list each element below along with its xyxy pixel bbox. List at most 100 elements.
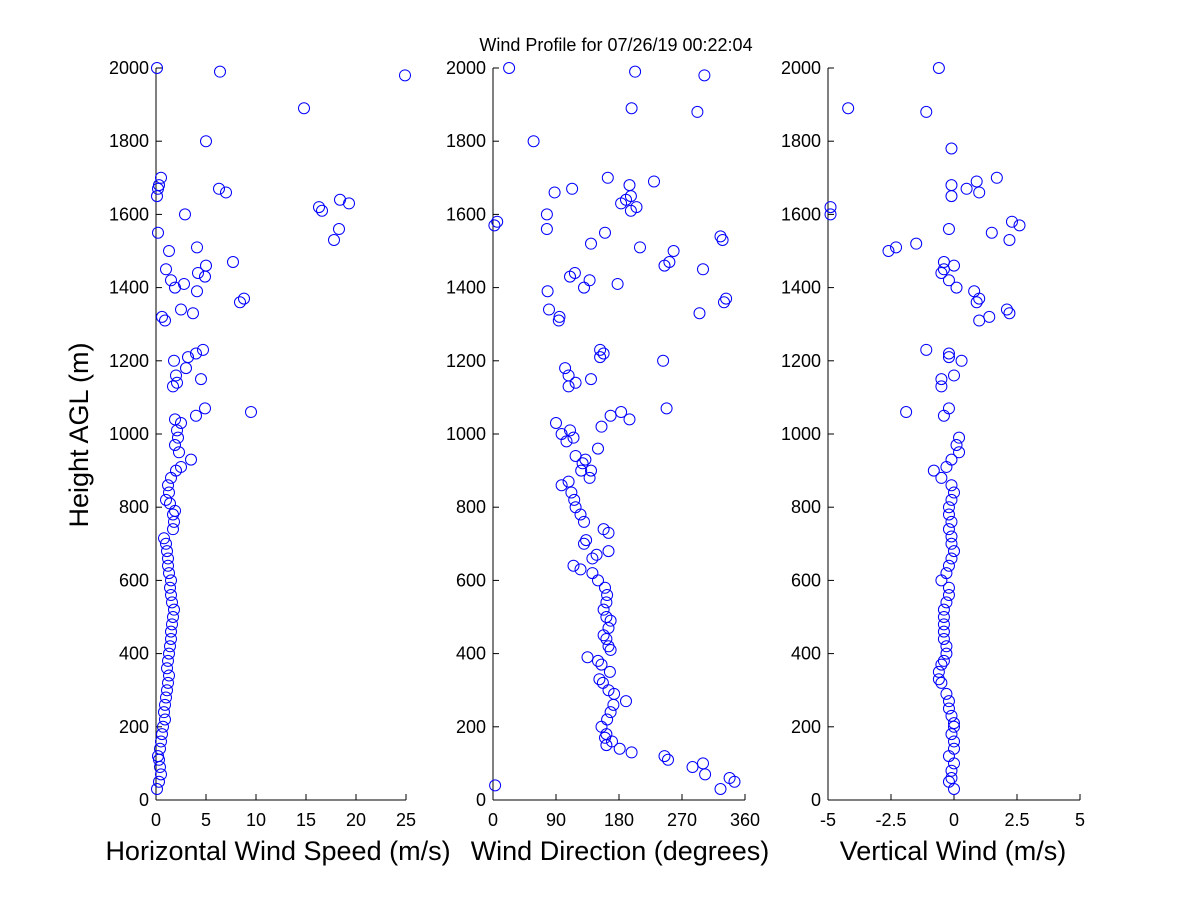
data-point — [552, 314, 565, 327]
data-point — [662, 753, 674, 766]
data-point — [541, 285, 554, 298]
y-tick-label: 2000 — [109, 58, 149, 78]
data-point — [566, 182, 579, 195]
y-tick-label: 1600 — [109, 204, 149, 224]
data-point — [540, 223, 553, 236]
y-tick-label: 200 — [456, 717, 486, 737]
data-point — [592, 574, 604, 587]
data-point — [590, 548, 603, 561]
y-tick-label: 800 — [456, 497, 486, 517]
data-point — [220, 186, 232, 199]
data-point — [940, 460, 953, 473]
data-point — [942, 223, 955, 236]
data-point — [154, 742, 166, 755]
data-point — [550, 417, 562, 430]
data-point — [585, 464, 597, 477]
data-point — [604, 409, 617, 422]
data-point — [942, 559, 955, 572]
data-point — [620, 193, 632, 206]
data-point — [714, 230, 727, 243]
data-point — [165, 471, 177, 484]
data-point — [948, 486, 960, 499]
y-tick-label: 400 — [119, 644, 149, 664]
data-point — [948, 369, 960, 382]
data-point — [151, 783, 163, 796]
data-point — [960, 182, 973, 195]
data-point — [942, 750, 955, 763]
data-point — [151, 62, 163, 74]
data-point — [615, 197, 628, 210]
data-point — [170, 369, 182, 382]
data-point — [602, 640, 615, 653]
data-point — [970, 296, 983, 309]
data-point — [553, 310, 566, 323]
data-point — [634, 241, 646, 254]
y-tick-label: 1800 — [781, 131, 821, 151]
data-point — [698, 69, 711, 82]
data-point — [555, 479, 568, 492]
data-point — [190, 347, 202, 360]
data-point — [657, 354, 670, 367]
data-point — [597, 603, 610, 616]
data-point — [162, 676, 174, 689]
data-point — [581, 651, 594, 664]
data-point — [948, 742, 960, 755]
data-point — [158, 706, 170, 719]
data-point — [945, 530, 958, 543]
data-point — [942, 347, 955, 360]
y-tick-label: 1200 — [446, 351, 486, 371]
data-point — [543, 303, 555, 316]
vertical-wind-panel: 0 200 400 600 800 1000 1200 1400 1600 1800 2000 -5 -… — [781, 58, 1085, 830]
data-point — [945, 515, 958, 528]
data-point — [166, 596, 178, 609]
data-point — [601, 171, 614, 184]
data-point — [155, 768, 167, 781]
data-point — [948, 783, 960, 796]
data-point — [548, 186, 561, 199]
data-point — [175, 460, 187, 473]
data-point — [968, 285, 981, 298]
data-point — [596, 676, 609, 689]
data-point — [599, 581, 611, 594]
data-point — [187, 307, 199, 320]
data-point — [191, 241, 203, 254]
data-point — [940, 567, 953, 580]
x-axis-label-vertical-wind: Vertical Wind (m/s) — [840, 836, 1067, 866]
data-point — [200, 259, 212, 272]
data-point — [955, 354, 968, 367]
data-point — [585, 373, 597, 386]
x-tick-label: 10 — [246, 810, 266, 830]
data-point — [945, 772, 958, 785]
data-point — [716, 234, 729, 247]
data-point — [1003, 234, 1016, 247]
x-tick-label: 0 — [488, 810, 498, 830]
data-point — [973, 292, 986, 305]
data-point — [488, 219, 501, 232]
data-point — [567, 431, 580, 444]
data-point — [927, 464, 940, 477]
data-point — [168, 354, 180, 367]
data-point — [159, 698, 171, 711]
data-point — [163, 567, 175, 580]
data-point — [560, 435, 573, 448]
data-point — [592, 442, 604, 455]
data-point — [937, 255, 950, 268]
data-point — [173, 446, 185, 459]
data-point — [158, 532, 170, 545]
data-point — [948, 717, 960, 730]
data-point — [569, 449, 582, 462]
data-point — [942, 581, 955, 594]
data-point — [604, 706, 617, 719]
x-tick-label: 5 — [1075, 810, 1085, 830]
data-point — [824, 201, 837, 214]
data-point — [328, 234, 340, 247]
data-point — [163, 245, 175, 257]
data-point — [900, 406, 913, 419]
data-point — [601, 589, 614, 602]
data-point — [333, 223, 345, 236]
data-point — [625, 746, 638, 759]
data-point — [842, 102, 855, 115]
y-tick-label: 800 — [119, 497, 149, 517]
data-point — [714, 783, 727, 796]
data-point — [720, 292, 733, 305]
